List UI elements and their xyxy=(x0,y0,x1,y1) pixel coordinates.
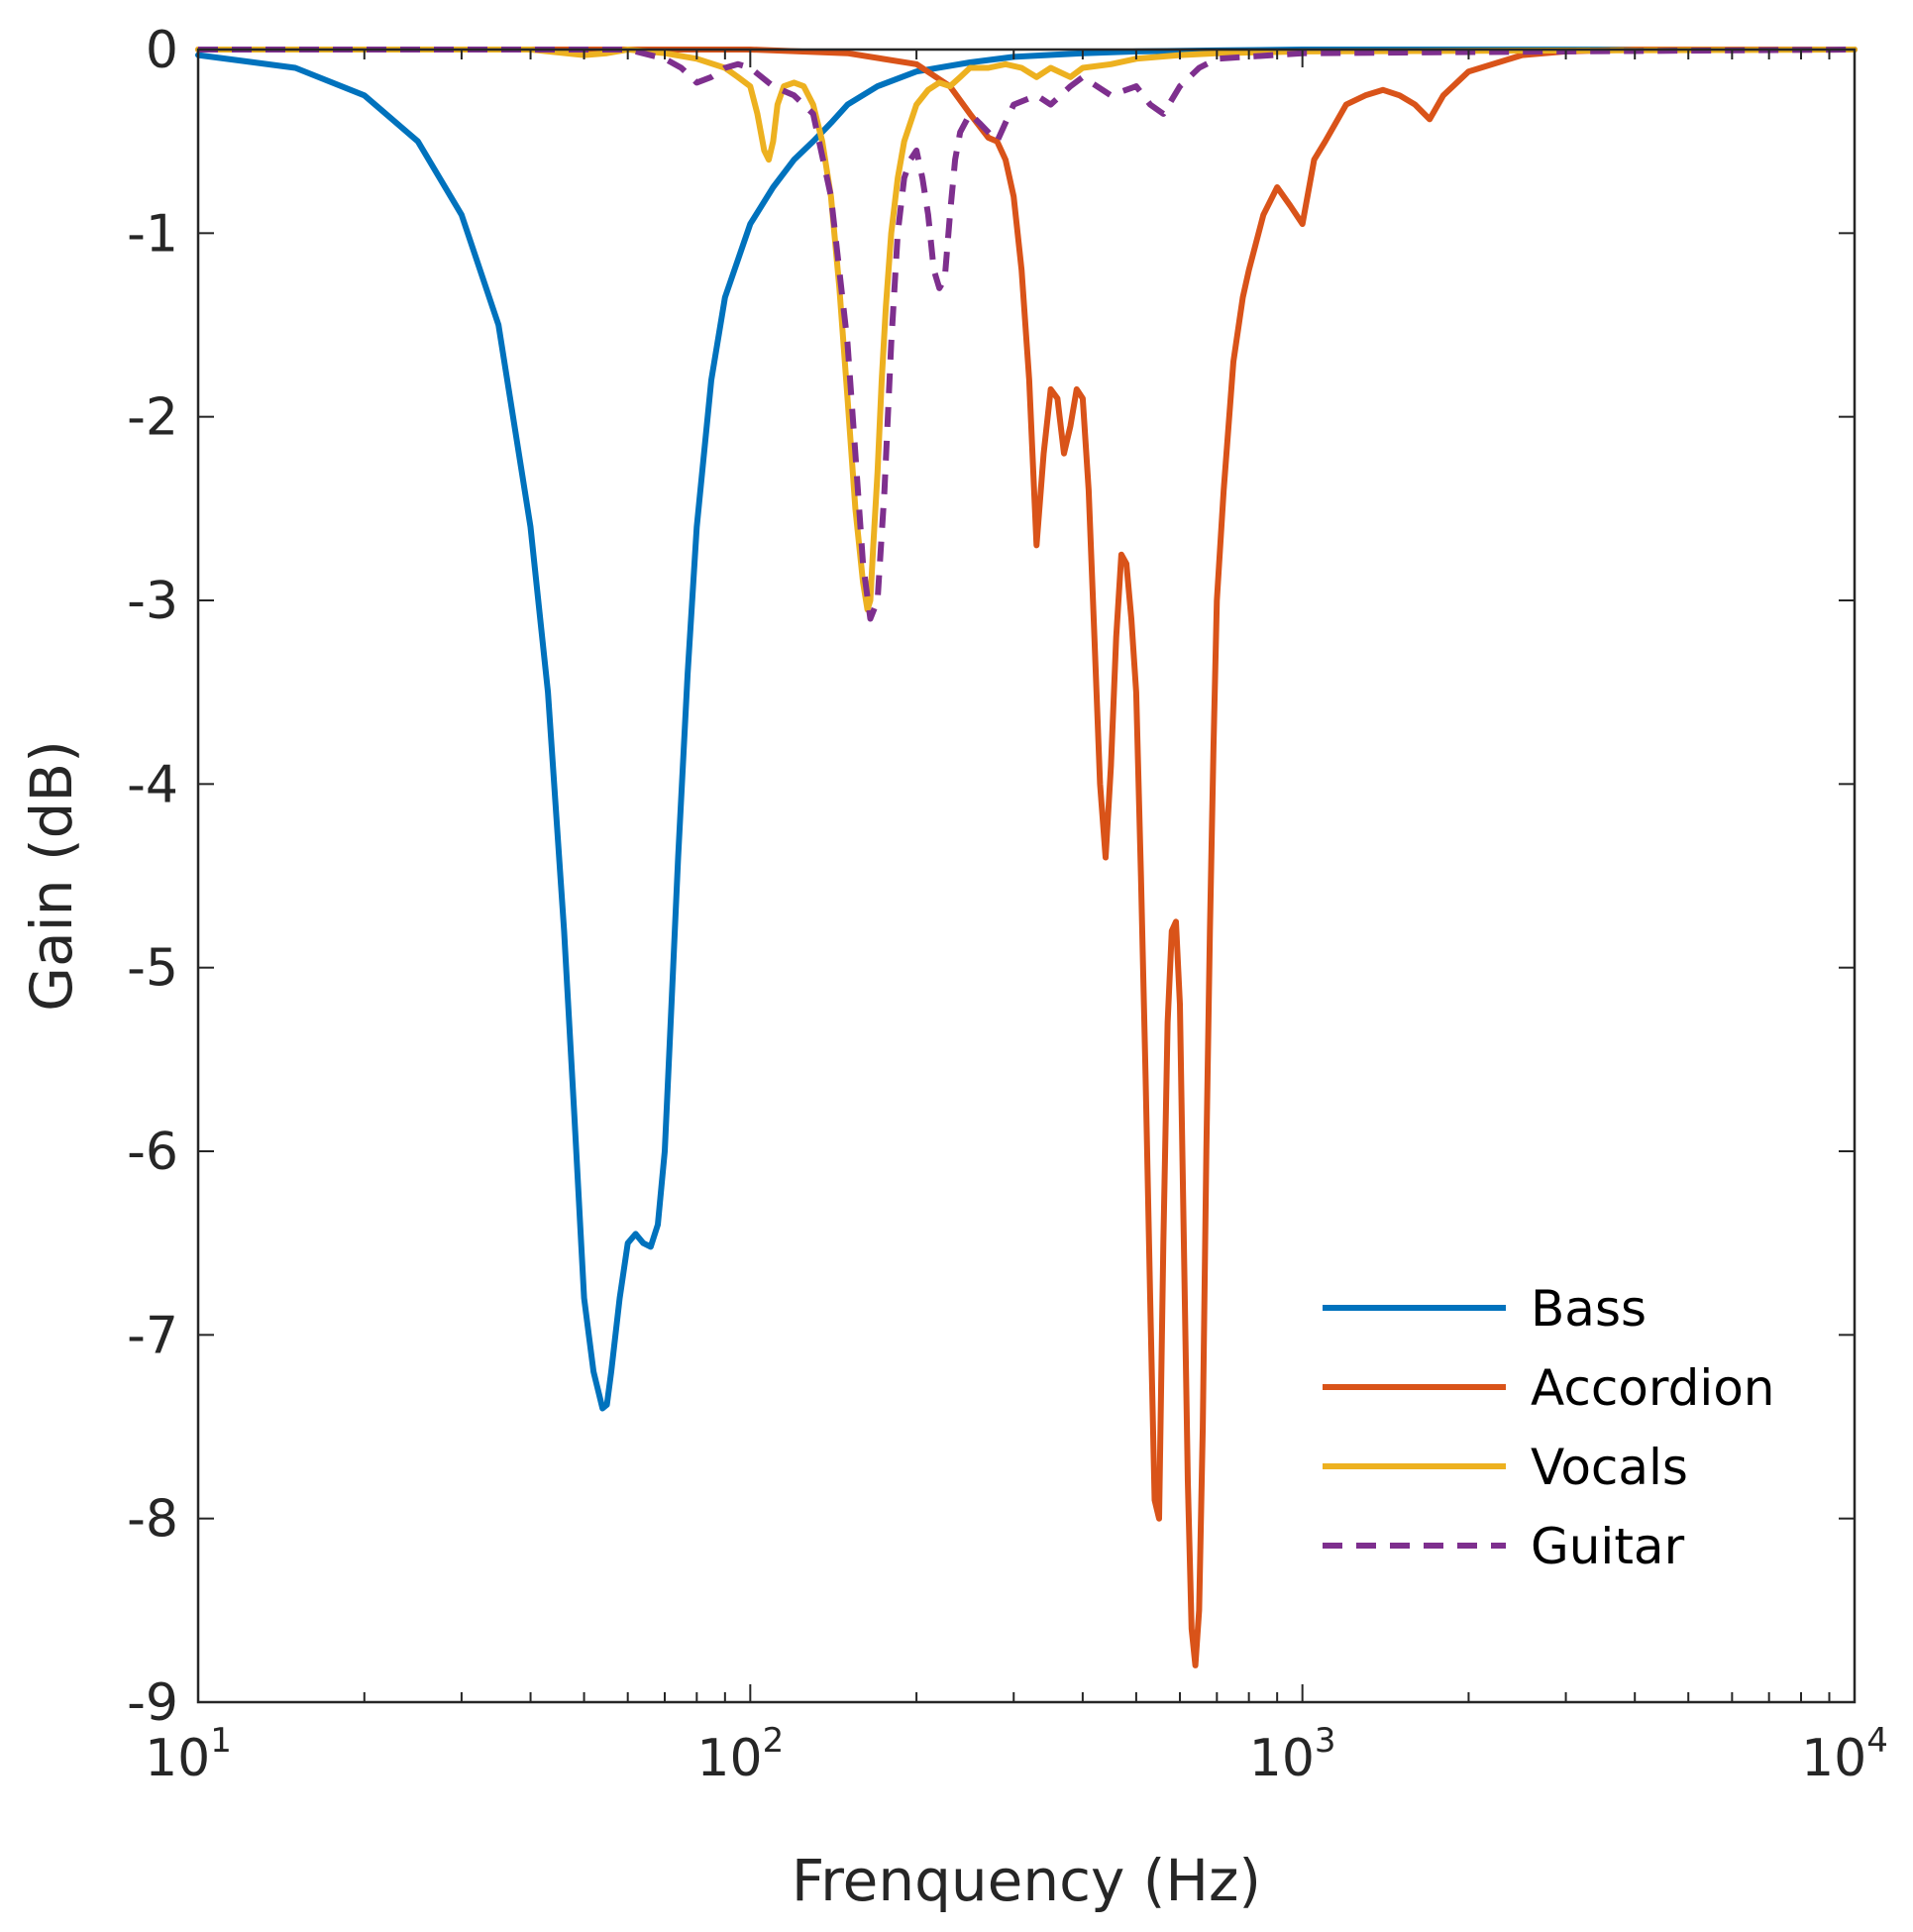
y-tick-label: -4 xyxy=(127,755,178,814)
series-line-accordion xyxy=(195,47,1858,1668)
y-tick-label: -7 xyxy=(127,1306,178,1365)
y-tick-label: -2 xyxy=(127,388,178,448)
axes-box xyxy=(196,48,1857,1704)
y-tick-labels: 0 -1 -2 -3 -4 -5 -6 -7 -8 -9 xyxy=(127,21,178,1733)
series-line-guitar xyxy=(198,47,1856,622)
series-line-vocals xyxy=(195,47,1858,613)
x-tick-label: 101 xyxy=(145,1721,232,1788)
y-axis-label: Gain (dB) xyxy=(18,740,85,1012)
x-tick-label: 102 xyxy=(696,1721,784,1788)
x-tick-label: 103 xyxy=(1249,1721,1336,1788)
y-tick-label: -5 xyxy=(127,939,178,999)
y-tick-label: 0 xyxy=(146,21,178,80)
x-tick-label: 104 xyxy=(1801,1721,1888,1788)
legend-label-guitar: Guitar xyxy=(1531,1518,1685,1575)
legend-label-bass: Bass xyxy=(1531,1280,1647,1338)
x-axis-label: Frenquency (Hz) xyxy=(792,1847,1261,1914)
legend: Bass Accordion Vocals Guitar xyxy=(1308,1278,1823,1585)
y-tick-label: -8 xyxy=(127,1490,178,1550)
x-tick-labels: 101 102 103 104 xyxy=(145,1721,1888,1788)
y-tick-label: -6 xyxy=(127,1123,178,1182)
series-layer xyxy=(195,47,1858,1668)
series-line-bass xyxy=(195,47,1858,1412)
y-tick-label: -9 xyxy=(127,1673,178,1733)
legend-label-vocals: Vocals xyxy=(1531,1439,1688,1496)
y-tick-label: -1 xyxy=(127,204,178,264)
legend-label-accordion: Accordion xyxy=(1531,1359,1774,1417)
y-tick-label: -3 xyxy=(127,572,178,631)
ticks-layer xyxy=(197,49,1855,1703)
legend-box xyxy=(1308,1278,1823,1585)
